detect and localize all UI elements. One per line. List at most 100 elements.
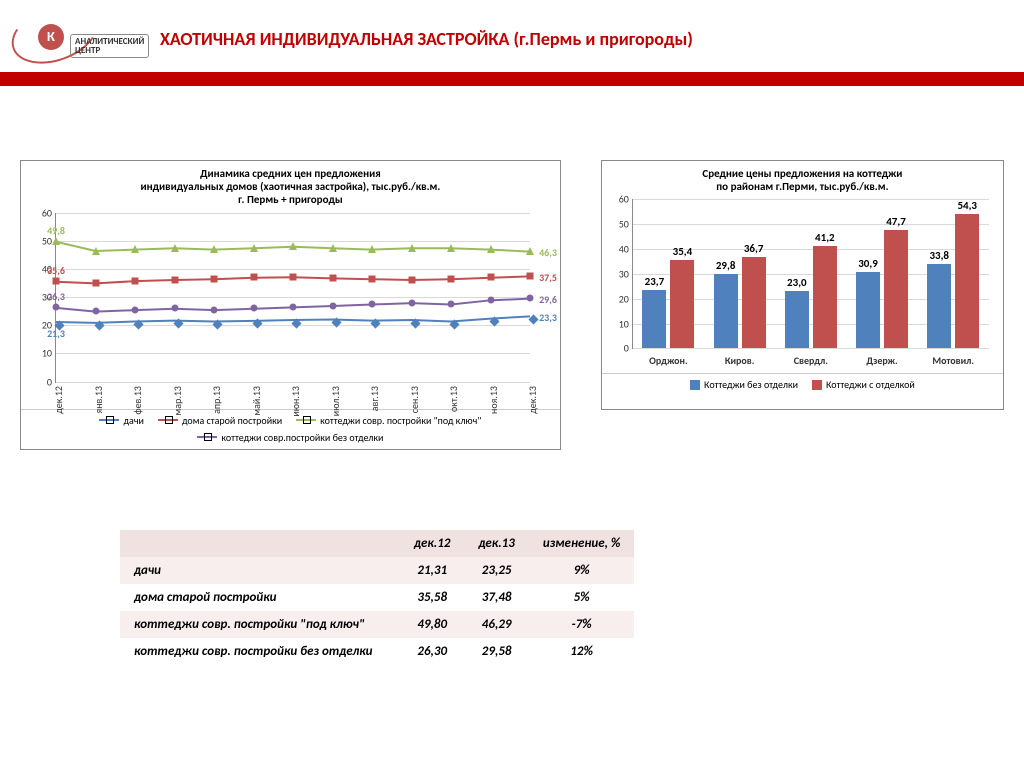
table-header-cell: изменение, % bbox=[529, 530, 635, 557]
line-chart: Динамика средних цен предложенияиндивиду… bbox=[20, 160, 561, 450]
bar-value-label: 29,8 bbox=[716, 259, 736, 272]
bar bbox=[955, 214, 979, 349]
x-tick: янв.13 bbox=[92, 386, 105, 414]
y-tick: 50 bbox=[619, 218, 629, 231]
x-tick: сен.13 bbox=[408, 386, 421, 413]
bar-value-label: 36,7 bbox=[744, 242, 764, 255]
x-tick: Орджон. bbox=[649, 354, 688, 367]
logo-core-icon: К bbox=[38, 24, 64, 50]
line-marker bbox=[329, 274, 336, 281]
legend-item: коттеджи совр. постройки "под ключ" bbox=[296, 414, 481, 427]
bar-chart: Средние цены предложения на коттеджипо р… bbox=[601, 160, 1004, 410]
table-cell: дачи bbox=[120, 557, 400, 584]
line-marker bbox=[369, 275, 376, 282]
line-marker bbox=[329, 244, 337, 252]
x-tick: апр.13 bbox=[210, 386, 223, 414]
x-tick: май.13 bbox=[250, 386, 263, 416]
table-header-row: дек.12дек.13изменение, % bbox=[120, 530, 634, 557]
x-tick: мар.13 bbox=[171, 386, 184, 415]
series-start-label: 26,3 bbox=[47, 290, 65, 303]
bar bbox=[927, 264, 951, 348]
table-header-cell bbox=[120, 530, 400, 557]
line-chart-title: Динамика средних цен предложенияиндивиду… bbox=[21, 161, 560, 209]
line-marker bbox=[448, 275, 455, 282]
bar-value-label: 54,3 bbox=[957, 199, 977, 212]
bar-value-label: 47,7 bbox=[886, 215, 906, 228]
bar bbox=[856, 272, 880, 349]
table-cell: 26,30 bbox=[400, 638, 464, 665]
x-tick: дек.12 bbox=[52, 386, 65, 414]
bar-value-label: 30,9 bbox=[858, 257, 878, 270]
bar bbox=[642, 290, 666, 349]
summary-table: дек.12дек.13изменение, % дачи21,3123,259… bbox=[120, 530, 634, 665]
series-end-label: 46,3 bbox=[539, 246, 557, 259]
table-cell: 49,80 bbox=[400, 611, 464, 638]
line-marker bbox=[368, 245, 376, 253]
bar bbox=[714, 274, 738, 348]
table-cell: 46,29 bbox=[464, 611, 528, 638]
logo: К АНАЛИТИЧЕСКИЙ ЦЕНТР bbox=[10, 6, 120, 66]
legend-item: Коттеджи с отделкой bbox=[812, 378, 915, 391]
x-tick: окт.13 bbox=[447, 386, 460, 412]
table-header-cell: дек.12 bbox=[400, 530, 464, 557]
line-marker bbox=[131, 245, 139, 253]
line-marker bbox=[211, 306, 218, 313]
series-start-label: 21,3 bbox=[47, 327, 65, 340]
line-marker bbox=[250, 305, 257, 312]
series-start-label: 49,8 bbox=[47, 224, 65, 237]
line-marker bbox=[408, 244, 416, 252]
series-end-label: 23,3 bbox=[539, 311, 557, 324]
line-marker bbox=[487, 274, 494, 281]
line-marker bbox=[92, 308, 99, 315]
table-cell: 21,31 bbox=[400, 557, 464, 584]
line-marker bbox=[529, 314, 539, 324]
table-cell: 12% bbox=[529, 638, 635, 665]
header: К АНАЛИТИЧЕСКИЙ ЦЕНТР ХАОТИЧНАЯ ИНДИВИДУ… bbox=[0, 0, 1024, 88]
line-marker bbox=[408, 299, 415, 306]
table-cell: коттеджи совр. постройки без отделки bbox=[120, 638, 400, 665]
line-marker bbox=[52, 237, 60, 245]
bar bbox=[670, 260, 694, 348]
table-cell: 37,48 bbox=[464, 584, 528, 611]
y-tick: 40 bbox=[619, 243, 629, 256]
bar bbox=[785, 291, 809, 348]
line-marker bbox=[290, 303, 297, 310]
line-marker bbox=[53, 304, 60, 311]
line-marker bbox=[171, 276, 178, 283]
x-tick: авг.13 bbox=[368, 386, 381, 411]
series-start-label: 35,6 bbox=[47, 264, 65, 277]
bar-value-label: 33,8 bbox=[929, 249, 949, 262]
table-header-cell: дек.13 bbox=[464, 530, 528, 557]
bar-value-label: 35,4 bbox=[673, 245, 693, 258]
x-tick: дек.13 bbox=[526, 386, 539, 414]
x-tick: Мотовил. bbox=[932, 354, 974, 367]
bar-chart-legend: Коттеджи без отделкиКоттеджи с отделкой bbox=[602, 373, 1003, 395]
table-cell: дома старой постройки bbox=[120, 584, 400, 611]
y-tick: 60 bbox=[619, 193, 629, 206]
y-tick: 30 bbox=[619, 267, 629, 280]
series-end-label: 37,5 bbox=[539, 271, 557, 284]
line-marker bbox=[210, 245, 218, 253]
line-marker bbox=[132, 306, 139, 313]
bar-value-label: 23,0 bbox=[787, 276, 807, 289]
line-marker bbox=[448, 301, 455, 308]
line-marker bbox=[290, 273, 297, 280]
line-marker bbox=[408, 276, 415, 283]
table-cell: -7% bbox=[529, 611, 635, 638]
table-cell: 29,58 bbox=[464, 638, 528, 665]
series-end-label: 29,6 bbox=[539, 293, 557, 306]
x-tick: Свердл. bbox=[794, 354, 828, 367]
line-marker bbox=[289, 242, 297, 250]
y-tick: 60 bbox=[42, 206, 52, 219]
logo-text: АНАЛИТИЧЕСКИЙ ЦЕНТР bbox=[70, 34, 149, 58]
charts-row: Динамика средних цен предложенияиндивиду… bbox=[20, 160, 1004, 450]
x-tick: июл.13 bbox=[329, 386, 342, 416]
line-marker bbox=[526, 247, 534, 255]
page-title: ХАОТИЧНАЯ ИНДИВИДУАЛЬНАЯ ЗАСТРОЙКА (г.Пе… bbox=[160, 28, 693, 50]
legend-item: дачи bbox=[99, 414, 143, 427]
line-marker bbox=[250, 274, 257, 281]
table-cell: 5% bbox=[529, 584, 635, 611]
legend-item: коттеджи совр.постройки без отделки bbox=[197, 431, 383, 444]
table-row: коттеджи совр. постройки "под ключ"49,80… bbox=[120, 611, 634, 638]
table-cell: 9% bbox=[529, 557, 635, 584]
